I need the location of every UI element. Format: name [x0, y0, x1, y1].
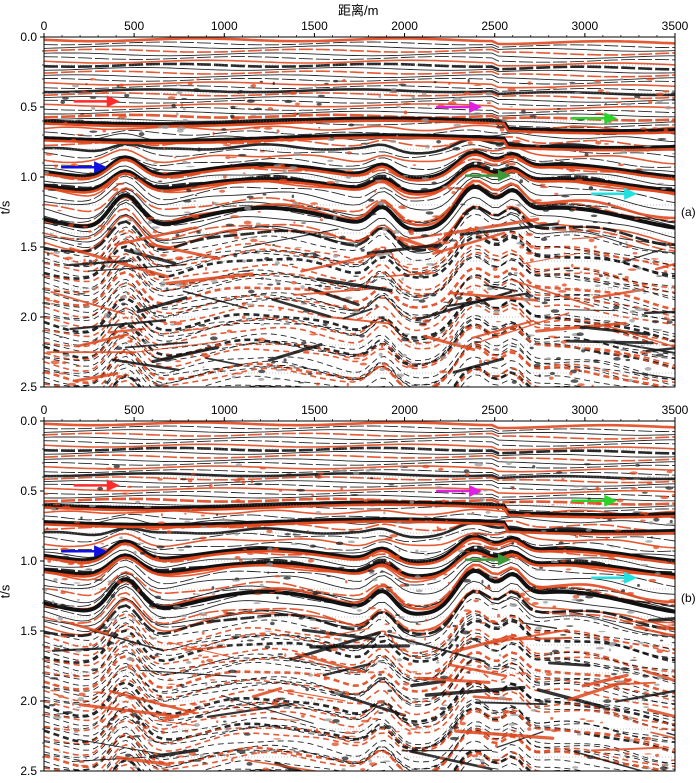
- annotation-arrow: [73, 479, 120, 492]
- x-tick-label: 1000: [211, 403, 238, 417]
- annotation-arrow: [464, 169, 511, 182]
- annotation-arrow: [73, 95, 120, 108]
- y-tick-label: 2.0: [20, 694, 37, 708]
- y-tick-label: 2.5: [20, 764, 37, 778]
- y-tick-label: 2.0: [20, 310, 37, 324]
- y-tick-label: 1.5: [20, 240, 37, 254]
- y-tick-label: 0.0: [20, 414, 37, 428]
- annotation-arrow: [591, 187, 638, 200]
- panel-b: 0 500 1000 1500 2000 2500 3000 3500 0.0 0.5 1.0 1.5…: [20, 403, 689, 778]
- y-tick-label: 2.5: [20, 380, 37, 394]
- annotation-arrow: [61, 545, 108, 558]
- x-tick-label: 2500: [481, 19, 508, 33]
- annotation-arrow: [571, 494, 618, 507]
- annotation-arrow: [571, 112, 618, 125]
- y-tick-label: 1.0: [20, 554, 37, 568]
- annotation-arrow: [591, 571, 638, 584]
- x-tick-label: 0: [41, 19, 48, 33]
- x-axis-label: 距离/m: [338, 3, 379, 18]
- x-tick-label: 3500: [662, 19, 689, 33]
- x-tick-label: 500: [124, 19, 144, 33]
- panel-a: 0 500 1000 1500 2000 2500 3000 3500 0.0 0.5 1.0 1.5…: [20, 19, 689, 394]
- x-tick-label: 2000: [391, 403, 418, 417]
- y-tick-label: 0.5: [20, 100, 37, 114]
- x-tick-label: 2500: [481, 403, 508, 417]
- x-tick-label: 3000: [572, 19, 599, 33]
- x-tick-label: 1500: [301, 19, 328, 33]
- panel-frame: [43, 420, 676, 772]
- annotation-arrow: [436, 485, 483, 497]
- seismic-section: [44, 37, 675, 387]
- seismic-section: [44, 421, 675, 771]
- annotation-arrow: [436, 101, 483, 113]
- panel-b-tag: (b): [681, 591, 696, 605]
- x-tick-label: 500: [124, 403, 144, 417]
- x-tick-label: 3000: [572, 403, 599, 417]
- annotation-arrow: [61, 161, 108, 174]
- x-tick-label: 3500: [662, 403, 689, 417]
- y-tick-label: 1.5: [20, 624, 37, 638]
- y-tick-label: 0.0: [20, 30, 37, 44]
- y-tick-label: 0.5: [20, 484, 37, 498]
- x-tick-label: 0: [41, 403, 48, 417]
- y-tick-label: 1.0: [20, 170, 37, 184]
- panel-frame: [43, 36, 676, 388]
- x-tick-label: 2000: [391, 19, 418, 33]
- x-tick-label: 1500: [301, 403, 328, 417]
- x-tick-label: 1000: [211, 19, 238, 33]
- annotation-arrow: [464, 553, 511, 566]
- panel-a-tag: (a): [681, 205, 696, 219]
